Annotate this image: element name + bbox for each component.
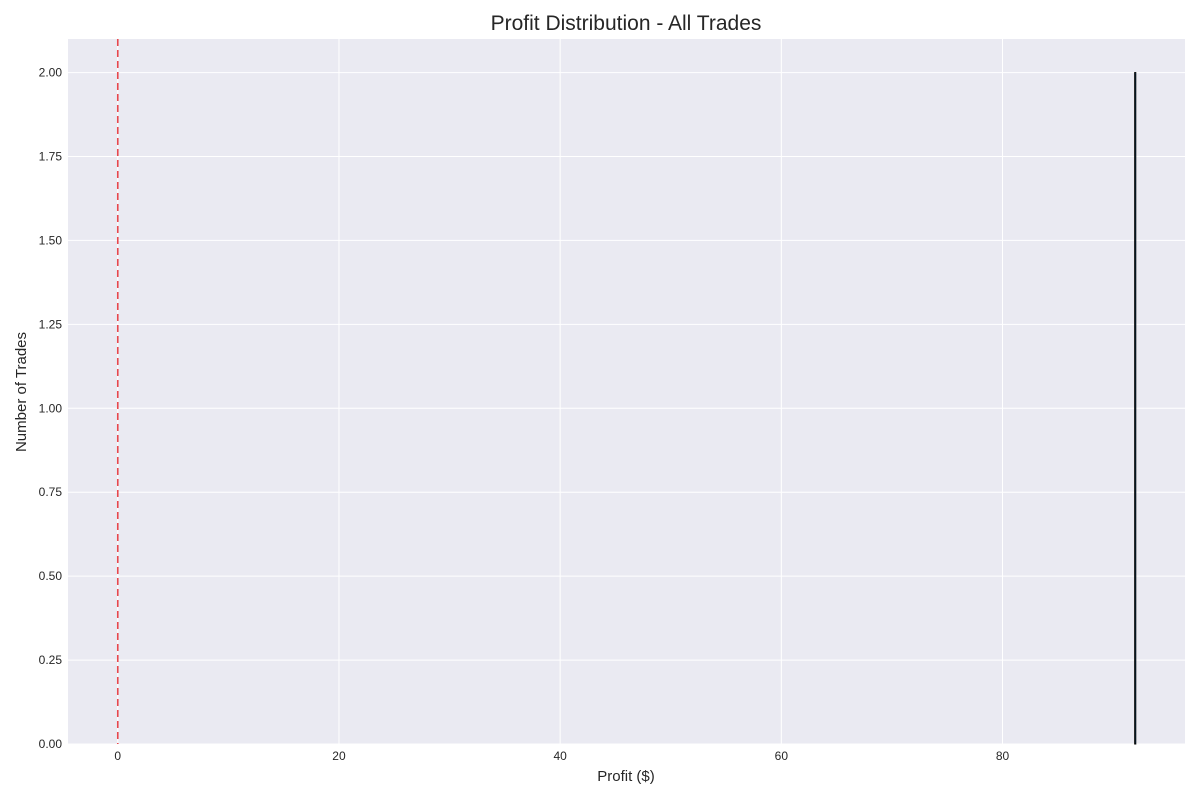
x-axis-label: Profit ($) bbox=[597, 768, 655, 785]
y-axis-label: Number of Trades bbox=[13, 332, 30, 452]
x-tick-label: 80 bbox=[996, 749, 1010, 763]
x-tick-label: 40 bbox=[553, 749, 567, 763]
y-tick-label: 0.00 bbox=[39, 737, 63, 751]
y-tick-label: 0.25 bbox=[39, 653, 63, 667]
tick-labels: 0 20 40 60 80 0.00 0.25 0.50 0.75 1.00 1.25 1.50 1.7… bbox=[39, 66, 1010, 763]
histogram-bars bbox=[1134, 72, 1137, 745]
y-tick-label: 1.00 bbox=[39, 401, 63, 415]
y-tick-label: 2.00 bbox=[39, 66, 63, 80]
x-tick-label: 20 bbox=[332, 749, 346, 763]
y-tick-label: 1.25 bbox=[39, 317, 63, 331]
chart-title: Profit Distribution - All Trades bbox=[491, 12, 762, 35]
y-tick-label: 0.75 bbox=[39, 485, 63, 499]
y-tick-label: 1.50 bbox=[39, 233, 63, 247]
y-tick-label: 0.50 bbox=[39, 569, 63, 583]
plot-area bbox=[68, 39, 1185, 744]
y-tick-label: 1.75 bbox=[39, 150, 63, 164]
x-tick-label: 0 bbox=[114, 749, 121, 763]
grid-lines bbox=[68, 39, 1185, 745]
x-tick-label: 60 bbox=[775, 749, 789, 763]
histogram-bar bbox=[1134, 72, 1137, 745]
